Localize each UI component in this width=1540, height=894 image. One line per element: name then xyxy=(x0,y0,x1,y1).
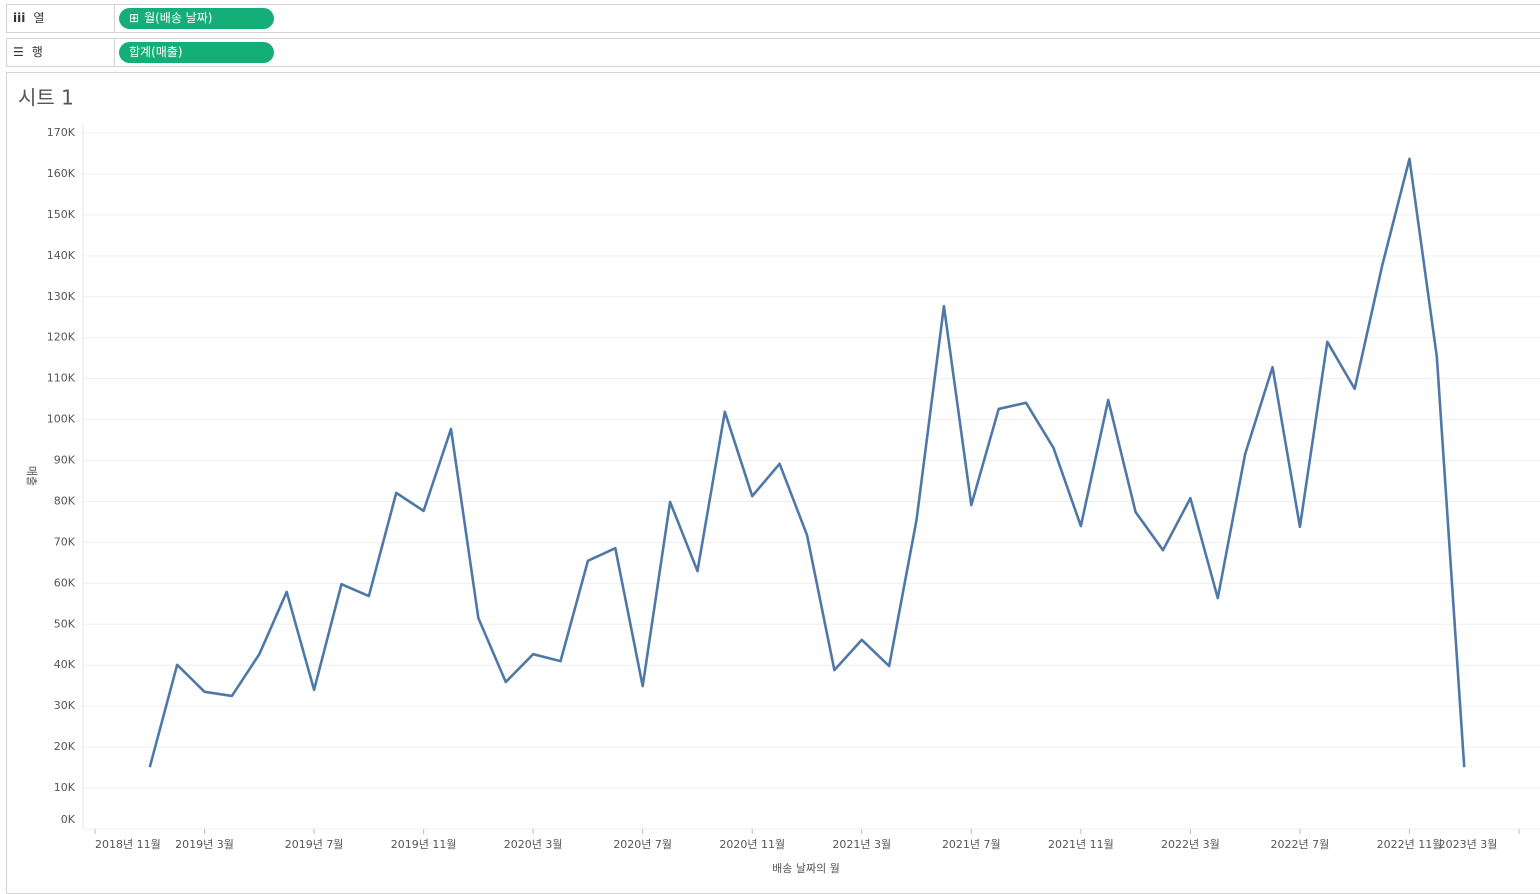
y-tick-label: 100K xyxy=(47,413,76,426)
y-tick-label: 10K xyxy=(54,781,76,794)
y-tick-label: 50K xyxy=(54,617,76,630)
rows-label: 행 xyxy=(31,45,43,59)
x-tick-label: 2018년 11월 xyxy=(95,838,161,851)
x-tick-label: 2019년 11월 xyxy=(391,838,457,851)
x-tick-label: 2020년 11월 xyxy=(719,838,785,851)
y-axis-title: 매출 xyxy=(25,466,38,486)
x-tick-label: 2022년 11월 xyxy=(1377,838,1443,851)
pill-text: 월(배송 날짜) xyxy=(144,11,213,25)
y-tick-label: 160K xyxy=(47,167,76,180)
y-tick-label: 60K xyxy=(54,576,76,589)
y-tick-label: 90K xyxy=(54,454,76,467)
y-tick-label: 80K xyxy=(54,494,76,507)
x-tick-label: 2022년 7월 xyxy=(1271,838,1330,851)
y-tick-label: 20K xyxy=(54,740,76,753)
pill-text: 합계(매출) xyxy=(129,45,183,59)
shelf-label: iii 열 xyxy=(7,5,115,32)
sheet-title: 시트 1 xyxy=(18,86,74,110)
shelf-label: ☰ 행 xyxy=(7,39,115,66)
x-tick-label: 2022년 3월 xyxy=(1161,838,1220,851)
x-tick-label: 2023년 3월 xyxy=(1439,838,1498,851)
x-tick-label: 2021년 3월 xyxy=(832,838,891,851)
x-tick-label: 2020년 3월 xyxy=(504,838,563,851)
y-tick-label: 130K xyxy=(47,290,76,303)
y-tick-label: 170K xyxy=(47,126,76,139)
columns-shelf: iii 열 ⊞ 월(배송 날짜) xyxy=(6,4,1540,33)
y-tick-label: 150K xyxy=(47,208,76,221)
x-axis-title: 배송 날짜의 월 xyxy=(772,862,840,875)
x-tick-label: 2019년 7월 xyxy=(285,838,344,851)
x-tick-label: 2021년 7월 xyxy=(942,838,1001,851)
y-tick-label: 110K xyxy=(47,372,76,385)
y-tick-label: 70K xyxy=(54,535,76,548)
columns-pill[interactable]: ⊞ 월(배송 날짜) xyxy=(119,8,274,29)
x-tick-label: 2019년 3월 xyxy=(175,838,234,851)
rows-pill[interactable]: 합계(매출) xyxy=(119,42,274,63)
y-tick-label: 120K xyxy=(47,331,76,344)
y-tick-label: 0K xyxy=(61,813,76,826)
y-tick-label: 40K xyxy=(54,658,76,671)
rows-shelf: ☰ 행 합계(매출) xyxy=(6,38,1540,67)
x-tick-label: 2021년 11월 xyxy=(1048,838,1114,851)
y-tick-label: 30K xyxy=(54,699,76,712)
columns-label: 열 xyxy=(33,11,45,25)
y-tick-label: 140K xyxy=(47,249,76,262)
x-tick-label: 2020년 7월 xyxy=(613,838,672,851)
data-line xyxy=(148,157,1466,768)
